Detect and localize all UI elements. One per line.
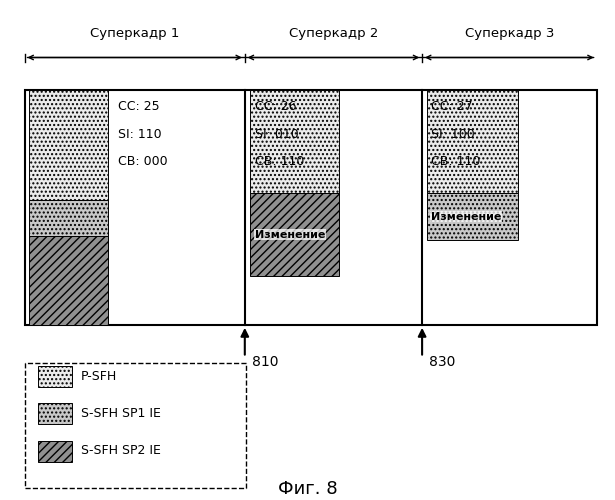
Text: SI: 100: SI: 100 — [431, 128, 475, 140]
Text: CB: 000: CB: 000 — [117, 155, 167, 168]
Bar — [38, 403, 72, 424]
Text: CC: 25: CC: 25 — [117, 100, 159, 113]
Bar — [38, 366, 72, 386]
Text: Суперкадр 3: Суперкадр 3 — [465, 27, 554, 40]
Text: 810: 810 — [252, 355, 279, 369]
Text: CB: 110: CB: 110 — [431, 155, 480, 168]
Bar — [29, 200, 108, 235]
Text: CB: 110: CB: 110 — [255, 155, 304, 168]
Text: Суперкадр 2: Суперкадр 2 — [289, 27, 378, 40]
Bar — [25, 90, 597, 325]
Bar — [29, 90, 108, 200]
Text: S-SFH SP1 IE: S-SFH SP1 IE — [81, 407, 161, 420]
Bar — [25, 362, 246, 488]
Text: 830: 830 — [429, 355, 456, 369]
Text: Изменение: Изменение — [255, 230, 325, 239]
Text: CC: 26: CC: 26 — [255, 100, 296, 113]
Text: P-SFH: P-SFH — [81, 370, 117, 382]
Text: Фиг. 8: Фиг. 8 — [278, 480, 337, 498]
Text: Суперкадр 1: Суперкадр 1 — [90, 27, 180, 40]
Text: SI: 010: SI: 010 — [255, 128, 299, 140]
Text: Изменение: Изменение — [431, 212, 501, 222]
Bar — [29, 236, 108, 325]
Bar — [38, 440, 72, 462]
Bar — [250, 194, 339, 276]
Bar — [427, 90, 518, 194]
Bar — [427, 194, 518, 240]
Text: CC: 27: CC: 27 — [431, 100, 473, 113]
Text: SI: 110: SI: 110 — [117, 128, 161, 140]
Text: S-SFH SP2 IE: S-SFH SP2 IE — [81, 444, 161, 458]
Bar — [250, 90, 339, 194]
